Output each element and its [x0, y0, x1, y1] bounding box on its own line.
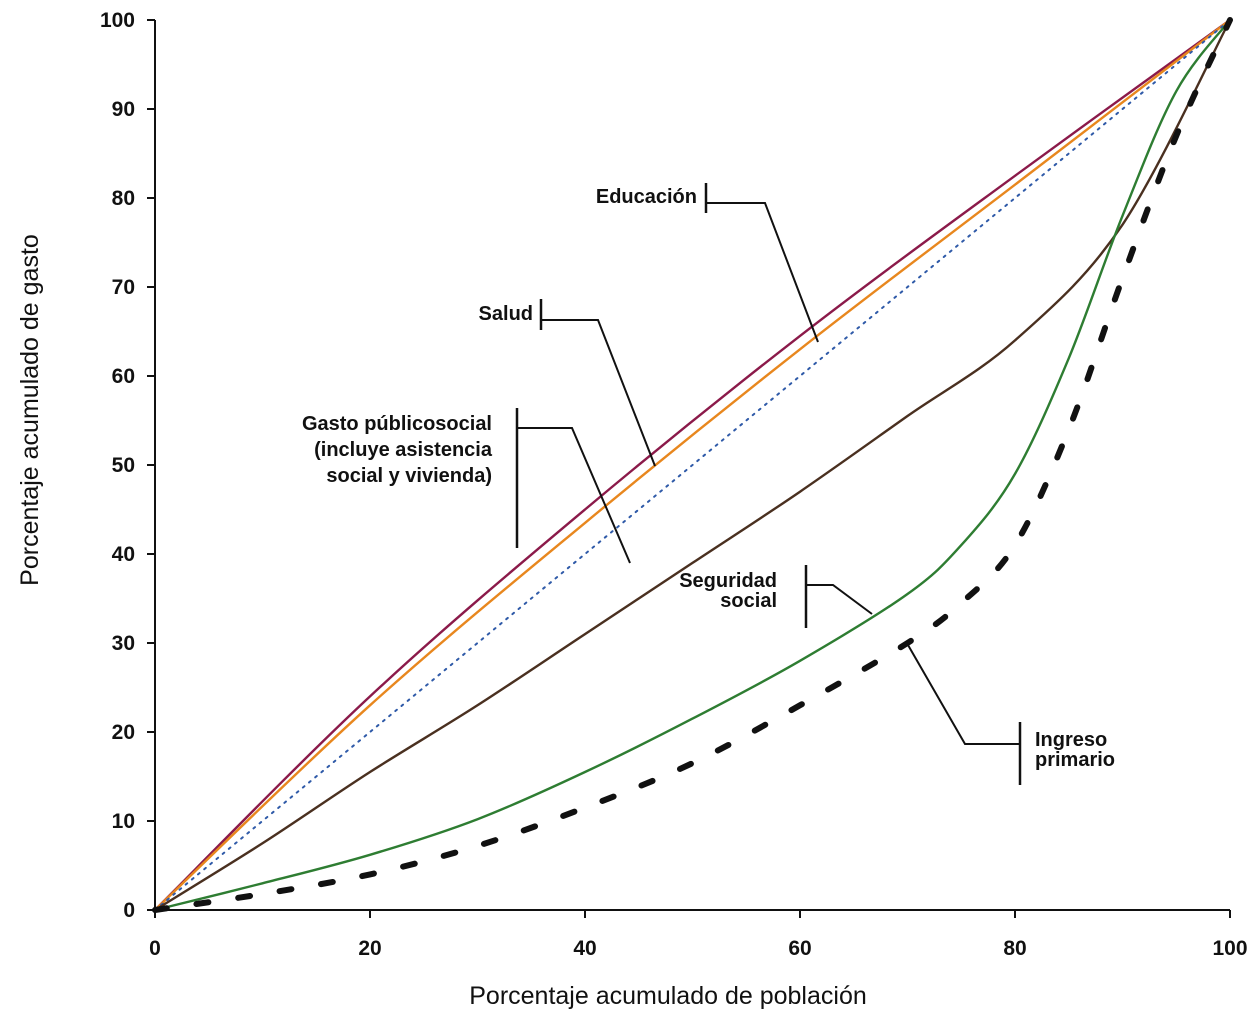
x-tick-label: 80: [1003, 937, 1026, 960]
x-tick-label: 20: [358, 937, 381, 960]
annotation-label: (incluye asistencia: [314, 439, 493, 461]
annotation-label: Salud: [479, 303, 533, 325]
x-tick-label: 40: [573, 937, 596, 960]
series-layer: [152, 17, 1233, 913]
y-tick-label: 40: [112, 543, 135, 566]
annotation-label: social y vivienda): [326, 465, 492, 487]
axes: 0 10 20 30 40 50 60 70 80 90 100 0 20 40 60 80 100: [100, 9, 1248, 960]
annotation-label: Educación: [596, 186, 697, 208]
annotation-salud: Salud: [479, 299, 656, 467]
annotation-educacion: Educación: [596, 183, 819, 343]
y-tick-label: 90: [112, 98, 135, 121]
series-line-salud: [153, 18, 1232, 912]
y-tick-label: 30: [112, 632, 135, 655]
annotation-leader-line: [517, 427, 631, 564]
annotation-label: social: [720, 590, 777, 612]
annotation-leader-line: [806, 584, 873, 615]
y-tick-label: 60: [112, 365, 135, 388]
y-tick-label: 80: [112, 187, 135, 210]
x-tick-label: 60: [788, 937, 811, 960]
series-line-gasto-publicosocial: [154, 19, 1231, 911]
y-tick-label: 50: [112, 454, 135, 477]
annotation-label: primario: [1035, 749, 1115, 771]
x-tick-label: 100: [1212, 937, 1247, 960]
y-tick-label: 20: [112, 721, 135, 744]
annotation-leader-line: [541, 319, 656, 467]
annotation-label: Seguridad: [679, 570, 777, 592]
series-line-seguridad-social: [153, 18, 1232, 912]
y-tick-label: 10: [112, 810, 135, 833]
annotation-gasto-publicosocial: Gasto públicosocial (incluye asistencia so…: [302, 408, 631, 564]
annotation-label: Ingreso: [1035, 729, 1107, 751]
annotation-layer: Educación Salud Gasto públicosocial (incluy…: [302, 183, 1115, 785]
x-tick-label: 0: [149, 937, 161, 960]
y-axis-label: Porcentaje acumulado de gasto: [16, 234, 44, 586]
series-line-educacion: [153, 18, 1232, 912]
x-axis-label: Porcentaje acumulado de población: [469, 982, 867, 1010]
y-tick-label: 70: [112, 276, 135, 299]
y-tick-label: 100: [100, 9, 135, 32]
y-tick-label: 0: [123, 899, 135, 922]
series-line-curve-4: [153, 18, 1232, 912]
annotation-leader-line: [706, 202, 819, 343]
annotation-leader-line: [907, 644, 1020, 745]
annotation-label: Gasto públicosocial: [302, 413, 492, 435]
